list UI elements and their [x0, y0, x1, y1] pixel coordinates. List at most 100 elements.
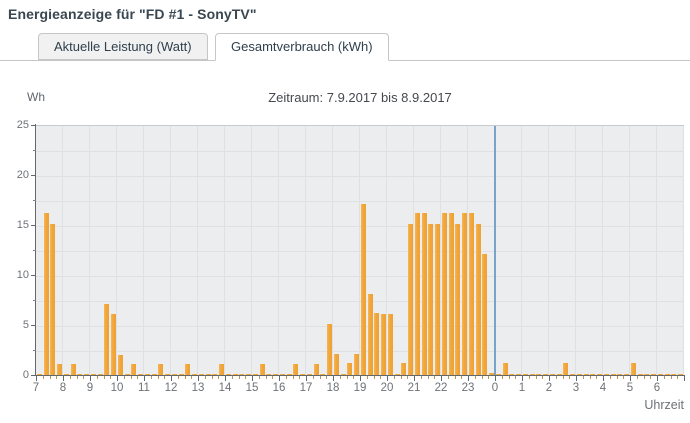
chart-bar — [111, 314, 117, 375]
x-tick-minor — [42, 376, 44, 379]
y-tick-label: 10 — [16, 269, 29, 281]
x-tick-minor — [83, 376, 85, 379]
x-tick-minor — [150, 376, 152, 379]
horizontal-gridline — [36, 301, 684, 302]
x-tick-label: 20 — [380, 382, 394, 394]
x-tick-minor — [474, 376, 476, 379]
chart-bar — [273, 374, 279, 375]
horizontal-gridline — [36, 326, 684, 327]
chart-bar — [617, 374, 623, 375]
chart-bar — [185, 364, 191, 375]
y-tick-minor — [33, 150, 36, 151]
chart-bar — [165, 374, 171, 375]
x-tick-minor — [596, 376, 598, 379]
chart-bar — [97, 374, 103, 375]
x-tick-minor — [393, 376, 395, 379]
x-tick-minor — [312, 376, 314, 379]
chart-bar — [239, 374, 245, 375]
x-tick-major — [522, 376, 523, 381]
chart-bar — [597, 374, 603, 375]
x-tick-minor — [177, 376, 179, 379]
x-tick-minor — [218, 376, 220, 379]
x-tick-minor — [501, 376, 503, 379]
y-tick-minor — [33, 250, 36, 251]
x-tick-minor — [528, 376, 530, 379]
x-tick-major — [549, 376, 550, 381]
chart-bar — [475, 224, 481, 375]
chart-bar — [286, 374, 292, 375]
x-tick-major — [468, 376, 469, 381]
y-tick-label: 15 — [16, 219, 29, 231]
chart-bar — [90, 374, 96, 375]
chart-bar — [441, 213, 447, 375]
chart-bar — [563, 363, 569, 375]
tab-gesamtverbrauch[interactable]: Gesamtverbrauch (kWh) — [215, 33, 389, 61]
x-tick-minor — [339, 376, 341, 379]
x-tick-minor — [400, 376, 402, 379]
vertical-gridline — [602, 126, 603, 376]
chart-bar — [502, 363, 508, 375]
x-tick-label: 12 — [164, 382, 178, 394]
x-tick-minor — [110, 376, 112, 379]
x-axis-title: Uhrzeit — [644, 398, 684, 412]
chart-bar — [178, 374, 184, 375]
chart-bar — [414, 213, 420, 375]
y-axis-ticks: 0 5 10 15 20 25 — [0, 119, 36, 381]
chart-bar — [522, 374, 528, 375]
x-tick-minor — [582, 376, 584, 379]
chart-bar — [347, 363, 353, 375]
x-tick-minor — [555, 376, 557, 379]
tab-bar: Aktuelle Leistung (Watt) Gesamtverbrauch… — [0, 33, 690, 61]
y-tick-minor — [33, 200, 36, 201]
chart-bar — [435, 224, 441, 375]
chart-bar — [50, 224, 56, 375]
x-tick-major — [333, 376, 334, 381]
x-tick-minor — [157, 376, 159, 379]
chart-bar — [84, 374, 90, 375]
x-tick-minor — [366, 376, 368, 379]
tab-aktuelle-leistung[interactable]: Aktuelle Leistung (Watt) — [38, 33, 208, 60]
chart-bar — [644, 374, 650, 375]
chart-bar — [408, 224, 414, 375]
chart-bar — [205, 374, 211, 375]
x-tick-label: 18 — [326, 382, 340, 394]
x-tick-minor — [461, 376, 463, 379]
vertical-gridline — [656, 126, 657, 376]
chart-bar — [495, 374, 501, 375]
y-axis-unit-label: Wh — [27, 90, 45, 104]
x-tick-major — [306, 376, 307, 381]
chart-bar — [576, 374, 582, 375]
x-tick-minor — [488, 376, 490, 379]
chart-bar — [300, 374, 306, 375]
y-tick-label: 5 — [22, 319, 29, 331]
x-tick-minor — [562, 376, 564, 379]
chart-bar — [610, 374, 616, 375]
chart-bar — [131, 364, 137, 375]
chart-bar — [306, 374, 312, 375]
chart-bar — [333, 354, 339, 375]
chart-bar — [70, 364, 76, 375]
x-tick-minor — [191, 376, 193, 379]
chart-bar — [313, 364, 319, 375]
vertical-gridline — [548, 126, 549, 376]
x-tick-minor — [670, 376, 672, 379]
vertical-gridline — [413, 126, 414, 376]
x-tick-minor — [447, 376, 449, 379]
x-tick-minor — [258, 376, 260, 379]
x-tick-label: 21 — [407, 382, 421, 394]
chart-bar — [144, 374, 150, 375]
chart-bar — [77, 374, 83, 375]
vertical-gridline — [359, 126, 360, 376]
x-tick-major — [225, 376, 226, 381]
chart-bar — [259, 364, 265, 375]
x-tick-minor — [238, 376, 240, 379]
x-tick-minor — [643, 376, 645, 379]
x-tick-major — [144, 376, 145, 381]
chart-bar — [387, 314, 393, 375]
chart-bar — [630, 363, 636, 375]
chart-bar — [462, 213, 468, 375]
chart-bar — [354, 354, 360, 375]
chart-bar — [549, 374, 555, 375]
x-tick-minor — [616, 376, 618, 379]
chart-bar — [246, 374, 252, 375]
